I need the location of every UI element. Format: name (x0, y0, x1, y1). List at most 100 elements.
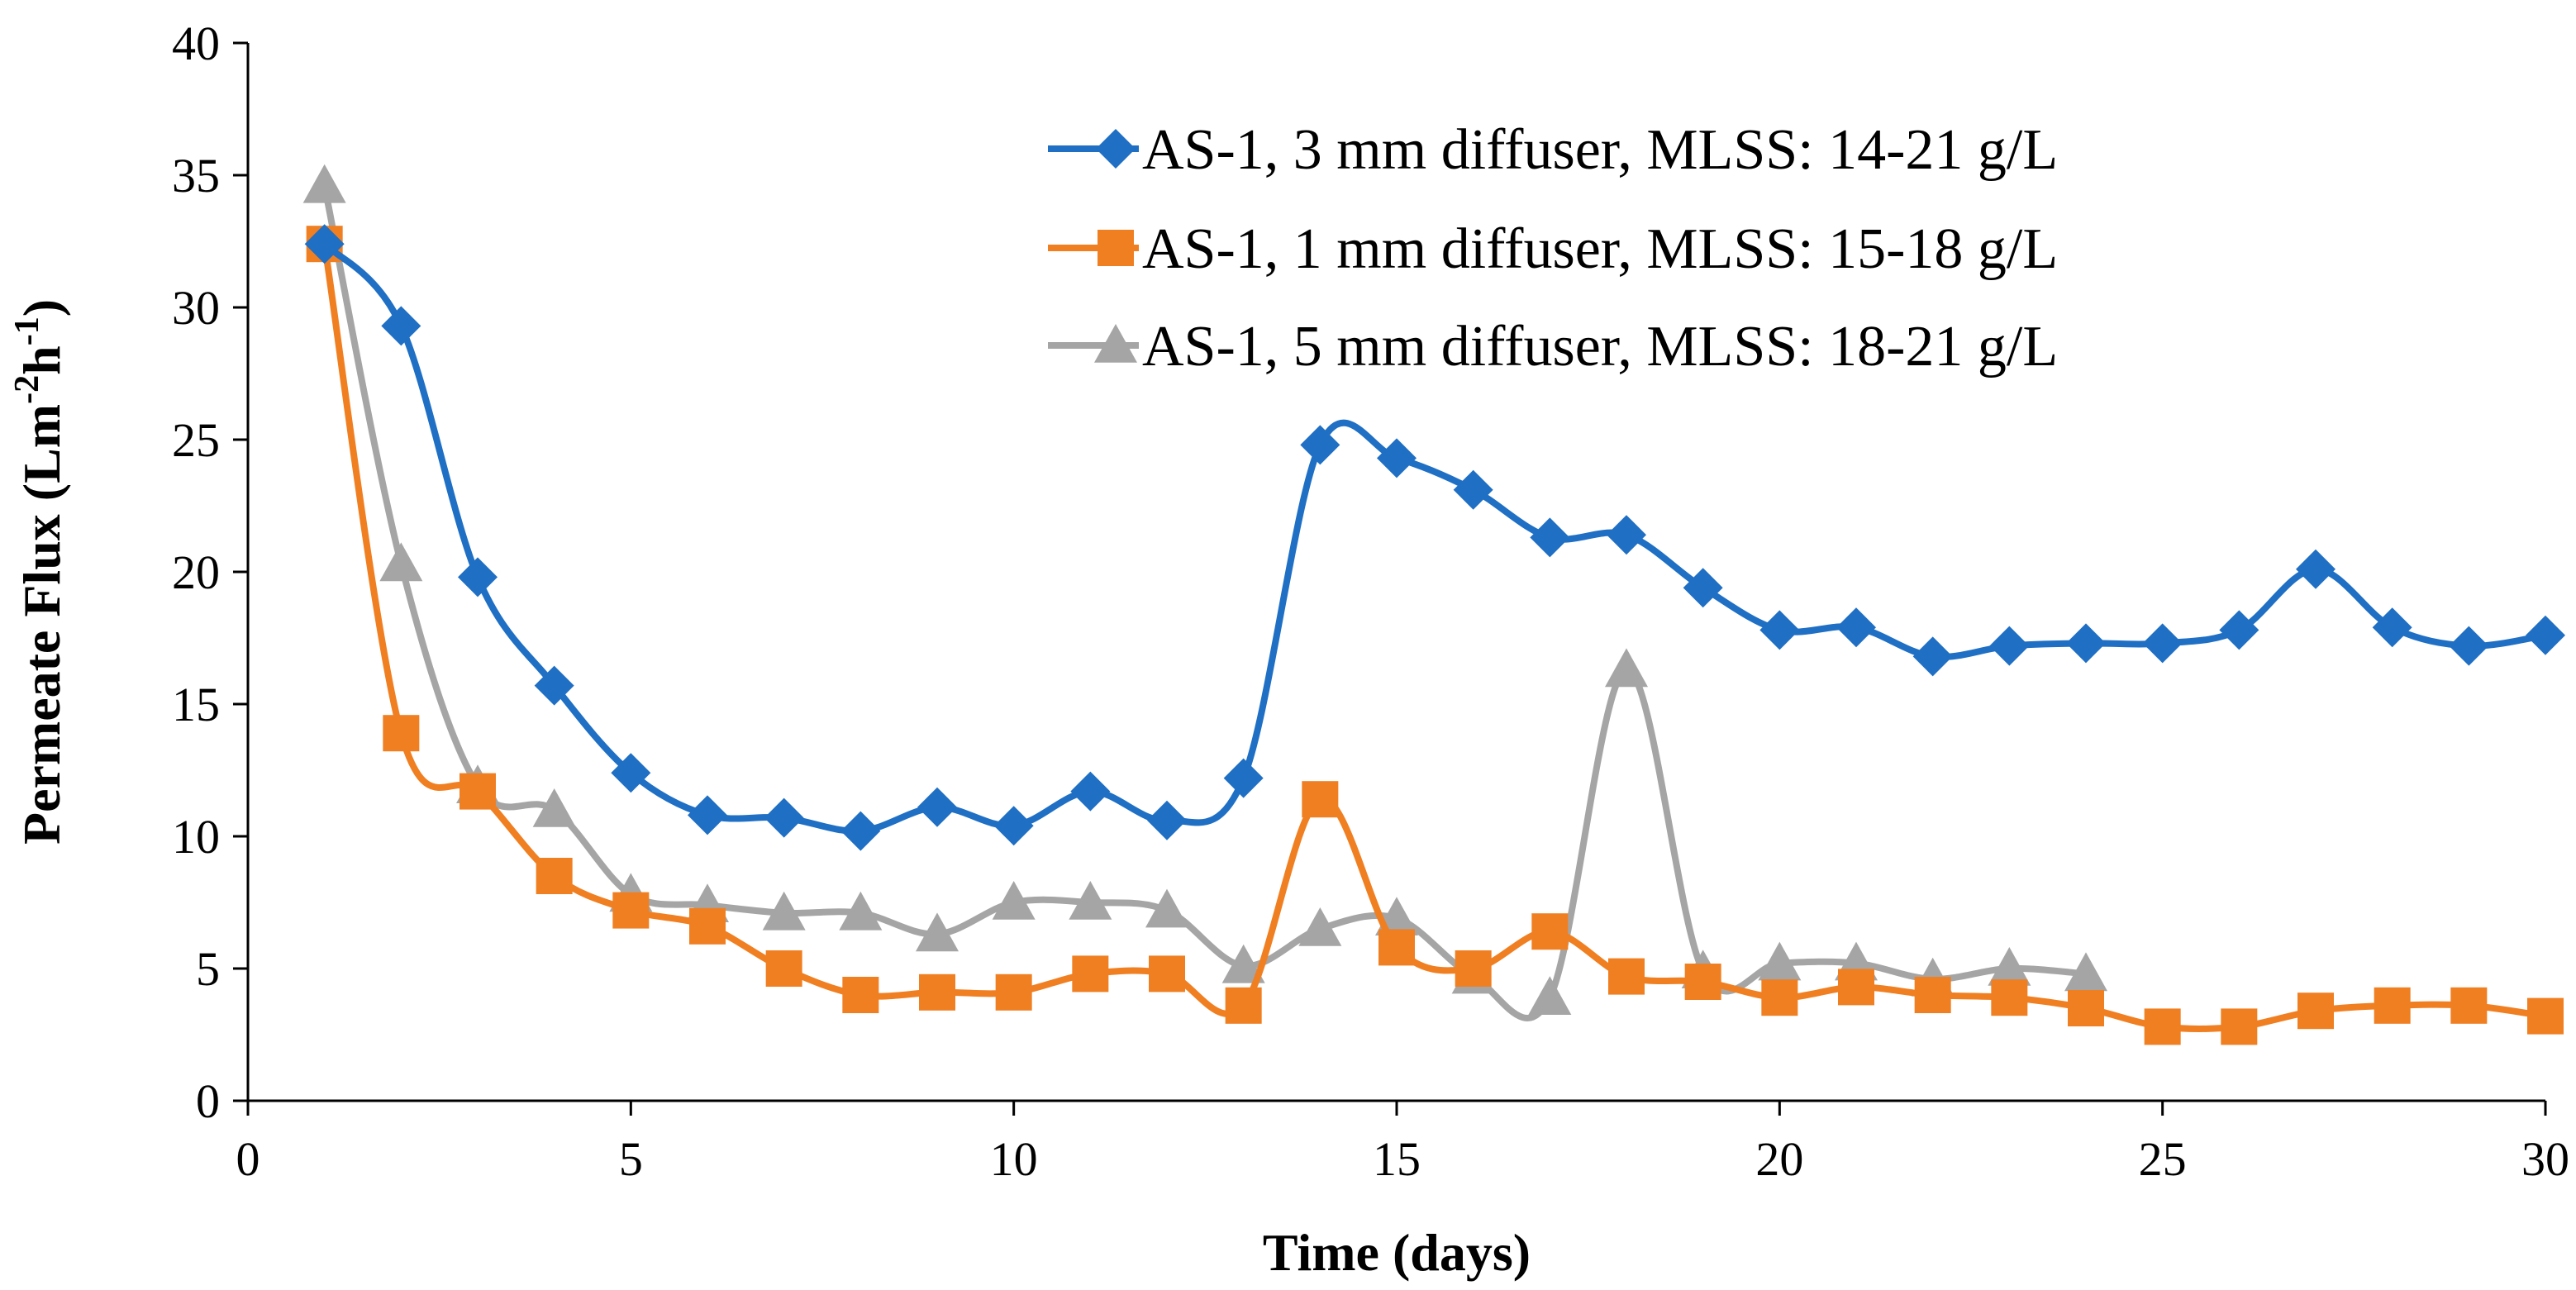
data-point (302, 164, 346, 203)
data-point (1759, 610, 1800, 650)
data-point (1608, 958, 1645, 995)
x-tick-label: 15 (1373, 1132, 1421, 1186)
legend-entry: AS-1, 3 mm diffuser, MLSS: 14-21 g/L (1048, 118, 2058, 182)
data-point (1989, 626, 2030, 666)
y-axis-title: Permeate Flux (Lm-2h-1) (8, 299, 71, 845)
data-point (2142, 623, 2183, 664)
data-point (840, 811, 881, 851)
data-point (1070, 771, 1111, 812)
data-point (2527, 997, 2564, 1035)
series-layer (302, 164, 2565, 1045)
y-tick-label: 35 (172, 149, 220, 202)
data-point (1758, 941, 1802, 981)
data-point (1988, 947, 2031, 986)
y-tick-label: 15 (172, 678, 220, 731)
data-point (842, 977, 879, 1013)
legend-marker (1096, 129, 1136, 169)
data-point (1378, 929, 1415, 966)
data-point (993, 806, 1034, 846)
data-point (1991, 979, 2028, 1016)
y-tick-label: 5 (196, 942, 220, 996)
series-1 (304, 224, 2565, 851)
series-2 (306, 226, 2564, 1045)
data-point (2526, 615, 2565, 655)
y-tick-label: 10 (172, 810, 220, 864)
data-point (383, 715, 420, 752)
data-point (839, 891, 883, 931)
data-point (2297, 992, 2334, 1030)
data-point (458, 557, 498, 597)
legend-label: AS-1, 1 mm diffuser, MLSS: 15-18 g/L (1142, 217, 2058, 281)
data-point (611, 753, 651, 793)
data-point (1836, 607, 1876, 648)
data-point (762, 891, 806, 931)
data-point (2221, 1008, 2258, 1045)
data-point (2068, 990, 2104, 1026)
data-point (304, 224, 345, 264)
x-axis-title: Time (days) (1263, 1223, 1531, 1282)
data-point (532, 788, 576, 827)
x-axis-ticks: 0 5 10 15 20 25 30 (236, 1101, 2569, 1186)
data-point (1912, 636, 1953, 677)
data-point (1377, 438, 1417, 478)
data-point (379, 542, 423, 582)
data-point (1149, 955, 1185, 992)
legend-entry: AS-1, 5 mm diffuser, MLSS: 18-21 g/L (1048, 315, 2058, 378)
data-point (1302, 781, 1339, 818)
x-tick-label: 5 (619, 1132, 643, 1186)
plot-area: 0 5 10 15 20 25 30 35 40 0 5 10 15 20 25 30 (172, 17, 2569, 1186)
data-point (2449, 626, 2489, 666)
data-point (995, 973, 1032, 1011)
data-point (1530, 517, 1570, 558)
x-tick-label: 30 (2521, 1132, 2569, 1186)
data-point (689, 907, 726, 945)
data-point (2144, 1008, 2181, 1045)
x-tick-label: 25 (2139, 1132, 2187, 1186)
data-point (459, 773, 496, 810)
data-point (1072, 955, 1109, 992)
data-point (1683, 568, 1723, 608)
data-point (2372, 607, 2412, 648)
y-tick-label: 40 (172, 17, 220, 70)
data-point (1221, 944, 1265, 983)
x-tick-label: 0 (236, 1132, 260, 1186)
data-point (916, 912, 959, 952)
y-tick-label: 30 (172, 281, 220, 335)
data-point (1684, 964, 1721, 1000)
data-point (2374, 987, 2411, 1024)
data-point (1455, 950, 1492, 987)
data-point (1607, 515, 1646, 555)
y-tick-label: 0 (196, 1074, 220, 1128)
data-point (688, 795, 727, 835)
legend-marker (1094, 324, 1137, 363)
x-tick-label: 20 (1755, 1132, 1803, 1186)
data-point (1761, 979, 1798, 1016)
data-point (1531, 913, 1569, 950)
data-point (764, 797, 804, 838)
x-tick-label: 10 (990, 1132, 1038, 1186)
data-point (1298, 907, 1342, 946)
y-tick-label: 25 (172, 413, 220, 467)
data-point (2450, 987, 2488, 1024)
data-point (1528, 976, 1572, 1015)
y-tick-label: 20 (172, 545, 220, 599)
legend-marker (1098, 230, 1134, 266)
data-point (1300, 425, 1340, 465)
data-point (765, 950, 802, 987)
data-point (1225, 987, 1262, 1024)
data-point (534, 665, 574, 706)
data-point (917, 787, 957, 827)
legend: AS-1, 3 mm diffuser, MLSS: 14-21 g/L AS-1… (1048, 118, 2058, 378)
data-point (1223, 758, 1264, 798)
data-point (2296, 549, 2336, 589)
data-point (2064, 952, 2107, 992)
data-point (1914, 977, 1951, 1013)
legend-label: AS-1, 3 mm diffuser, MLSS: 14-21 g/L (1142, 118, 2058, 182)
data-point (1838, 969, 1874, 1006)
series-line (321, 243, 2546, 1032)
data-point (992, 881, 1036, 920)
y-axis-ticks: 0 5 10 15 20 25 30 35 40 (172, 17, 248, 1128)
data-point (2219, 610, 2259, 650)
legend-entry: AS-1, 1 mm diffuser, MLSS: 15-18 g/L (1048, 217, 2058, 281)
